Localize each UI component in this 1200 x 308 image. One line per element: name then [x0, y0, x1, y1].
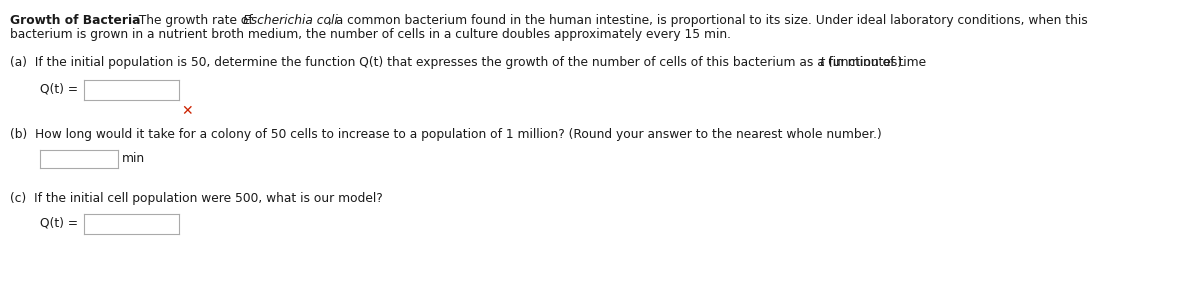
Text: ✕: ✕: [181, 104, 193, 118]
Text: bacterium is grown in a nutrient broth medium, the number of cells in a culture : bacterium is grown in a nutrient broth m…: [10, 28, 731, 41]
Text: (a)  If the initial population is 50, determine the function Q(t) that expresses: (a) If the initial population is 50, det…: [10, 56, 930, 69]
Text: (in minutes).: (in minutes).: [824, 56, 906, 69]
Text: The growth rate of: The growth rate of: [131, 14, 257, 27]
Text: Q(t) =: Q(t) =: [40, 82, 78, 95]
Text: Escherichia coli: Escherichia coli: [244, 14, 337, 27]
Text: min: min: [122, 152, 145, 165]
Text: Growth of Bacteria: Growth of Bacteria: [10, 14, 140, 27]
Text: Q(t) =: Q(t) =: [40, 216, 78, 229]
Text: (c)  If the initial cell population were 500, what is our model?: (c) If the initial cell population were …: [10, 192, 383, 205]
Text: , a common bacterium found in the human intestine, is proportional to its size. : , a common bacterium found in the human …: [328, 14, 1087, 27]
Text: (b)  How long would it take for a colony of 50 cells to increase to a population: (b) How long would it take for a colony …: [10, 128, 882, 141]
Text: t: t: [818, 56, 823, 69]
